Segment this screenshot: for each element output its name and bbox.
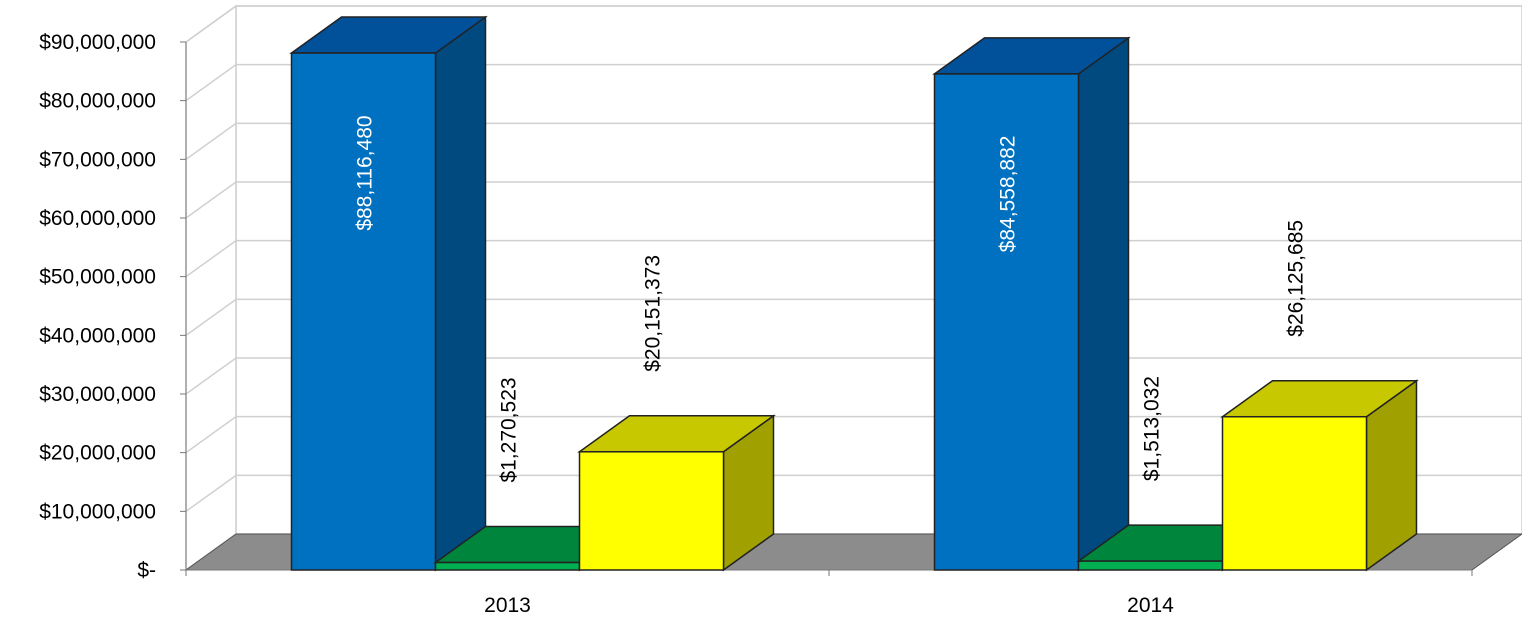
data-label: $1,270,523 xyxy=(498,377,521,482)
y-tick-label: $70,000,000 xyxy=(39,148,156,171)
data-label: $84,558,882 xyxy=(997,136,1020,253)
x-tick-label: 2014 xyxy=(1127,594,1174,617)
bar-front xyxy=(1077,560,1224,571)
bar-front xyxy=(434,561,581,571)
bar xyxy=(1220,379,1419,572)
data-labels: $88,116,480 $1,270,523 $20,151,373 $84,558,… xyxy=(354,115,1308,482)
bar xyxy=(289,15,488,572)
bar-front xyxy=(933,73,1080,571)
data-label: $20,151,373 xyxy=(642,255,665,372)
y-tick-label: $10,000,000 xyxy=(39,500,156,523)
data-label: $1,513,032 xyxy=(1141,376,1164,481)
bar xyxy=(577,414,776,572)
bars xyxy=(289,15,1419,572)
y-tick-label: $20,000,000 xyxy=(39,442,156,465)
y-tick-label: $- xyxy=(137,559,156,582)
bar-side xyxy=(1077,36,1130,572)
y-axis: $- $10,000,000 $20,000,000 $30,000,000 $40,0… xyxy=(39,31,187,582)
side-wall xyxy=(185,4,237,572)
x-axis: 2013 2014 xyxy=(185,569,1473,617)
bar-front xyxy=(578,451,725,571)
bar-side xyxy=(434,15,487,572)
y-tick-label: $30,000,000 xyxy=(39,383,156,406)
bar-front xyxy=(290,52,437,571)
y-tick-label: $90,000,000 xyxy=(39,31,156,54)
y-tick-label: $40,000,000 xyxy=(39,324,156,347)
y-tick-label: $50,000,000 xyxy=(39,266,156,289)
y-tick-label: $80,000,000 xyxy=(39,90,156,113)
y-tick-label: $60,000,000 xyxy=(39,207,156,230)
bar-front xyxy=(1221,415,1368,571)
gridline xyxy=(185,5,1522,43)
bar xyxy=(932,36,1131,572)
data-label: $26,125,685 xyxy=(1285,220,1308,337)
data-label: $88,116,480 xyxy=(354,115,377,230)
x-tick-label: 2013 xyxy=(484,594,531,617)
